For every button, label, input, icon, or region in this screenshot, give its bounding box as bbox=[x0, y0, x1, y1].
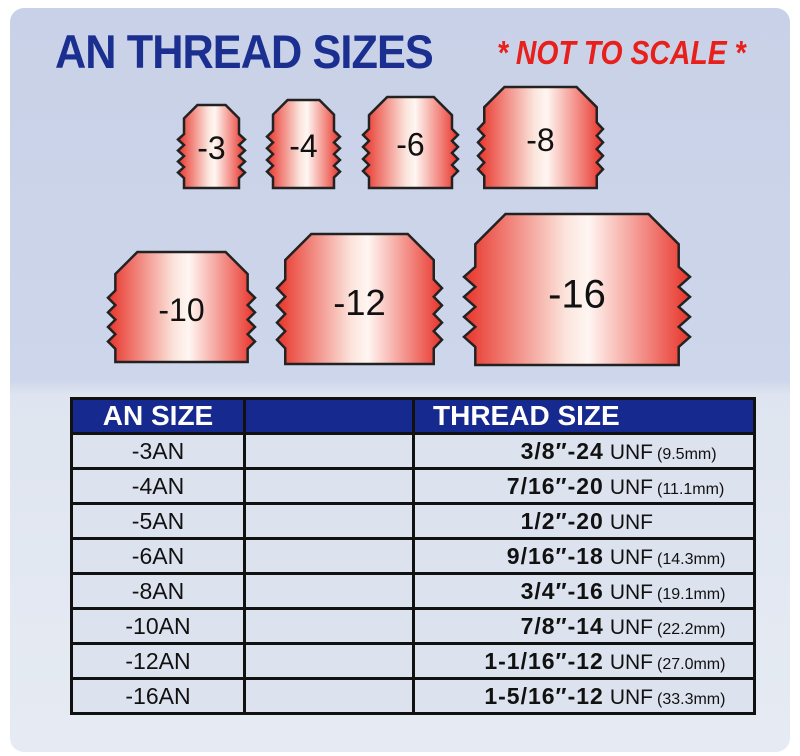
thread-standard: UNF bbox=[609, 510, 653, 534]
metric-size: (14.3mm) bbox=[657, 550, 726, 568]
fitting-dash16: -16 bbox=[462, 212, 692, 367]
fitting-shape bbox=[462, 212, 692, 367]
thread-spec: 3/8″-24 bbox=[520, 437, 604, 464]
blank-cell bbox=[243, 642, 415, 680]
thread-spec: 1-5/16″-12 bbox=[484, 682, 604, 709]
header-blank bbox=[243, 397, 415, 435]
blank-cell bbox=[243, 502, 415, 540]
thread-standard: UNF bbox=[609, 475, 653, 499]
table-row: -6AN 9/16″-18 UNF (14.3mm) bbox=[70, 537, 756, 575]
thread-size-cell: 9/16″-18 UNF (14.3mm) bbox=[412, 537, 756, 575]
table-row: -16AN 1-5/16″-12 UNF (33.3mm) bbox=[70, 677, 756, 715]
an-size-cell: -16AN bbox=[70, 677, 246, 715]
an-size-cell: -12AN bbox=[70, 642, 246, 680]
thread-spec: 9/16″-18 bbox=[506, 542, 604, 569]
thread-spec: 7/8″-14 bbox=[520, 612, 604, 639]
thread-spec: 7/16″-20 bbox=[506, 472, 604, 499]
an-size-cell: -10AN bbox=[70, 607, 246, 645]
fitting-label: -12 bbox=[333, 282, 386, 323]
fitting-shape bbox=[476, 85, 605, 190]
thread-spec: 3/4″-16 bbox=[520, 577, 604, 604]
an-size-cell: -8AN bbox=[70, 572, 246, 610]
table-header-row: AN SIZE THREAD SIZE bbox=[70, 397, 756, 435]
thread-standard: UNF bbox=[609, 685, 653, 709]
fitting-label: -10 bbox=[158, 292, 204, 328]
fitting-label: -8 bbox=[526, 122, 554, 158]
metric-size: (22.2mm) bbox=[657, 620, 726, 638]
an-size-cell: -6AN bbox=[70, 537, 246, 575]
table-row: -4AN 7/16″-20 UNF (11.1mm) bbox=[70, 467, 756, 505]
thread-standard: UNF bbox=[609, 650, 653, 674]
thread-spec: 1/2″-20 bbox=[520, 507, 604, 534]
fitting-shape bbox=[176, 103, 247, 190]
thread-spec: 1-1/16″-12 bbox=[484, 647, 604, 674]
thread-size-cell: 3/8″-24 UNF (9.5mm) bbox=[412, 432, 756, 470]
fitting-dash12: -12 bbox=[275, 232, 444, 366]
fitting-shape bbox=[265, 98, 342, 190]
metric-size: (9.5mm) bbox=[657, 445, 717, 463]
blank-cell bbox=[243, 607, 415, 645]
thread-size-cell: 7/16″-20 UNF (11.1mm) bbox=[412, 467, 756, 505]
thread-standard: UNF bbox=[609, 440, 653, 464]
fitting-dash3: -3 bbox=[176, 103, 247, 190]
blank-cell bbox=[243, 572, 415, 610]
thread-standard: UNF bbox=[609, 580, 653, 604]
fitting-diagrams: -3 -4 -6 -8 -10 -12 -16 bbox=[106, 85, 692, 367]
fitting-label: -3 bbox=[197, 130, 225, 166]
fitting-dash6: -6 bbox=[361, 95, 460, 190]
fitting-label: -6 bbox=[396, 127, 424, 163]
an-size-cell: -4AN bbox=[70, 467, 246, 505]
thread-size-cell: 3/4″-16 UNF (19.1mm) bbox=[412, 572, 756, 610]
fitting-dash4: -4 bbox=[265, 98, 342, 190]
table-row: -12AN 1-1/16″-12 UNF (27.0mm) bbox=[70, 642, 756, 680]
thread-size-cell: 1-1/16″-12 UNF (27.0mm) bbox=[412, 642, 756, 680]
thread-standard: UNF bbox=[609, 615, 653, 639]
thread-size-cell: 7/8″-14 UNF (22.2mm) bbox=[412, 607, 756, 645]
table-row: -10AN 7/8″-14 UNF (22.2mm) bbox=[70, 607, 756, 645]
header-an-size: AN SIZE bbox=[70, 397, 246, 435]
blank-cell bbox=[243, 537, 415, 575]
blank-cell bbox=[243, 467, 415, 505]
an-size-cell: -5AN bbox=[70, 502, 246, 540]
metric-size: (11.1mm) bbox=[657, 480, 725, 498]
thread-size-table: AN SIZE THREAD SIZE -3AN 3/8″-24 UNF (9.5m… bbox=[70, 397, 756, 715]
thread-size-cell: 1-5/16″-12 UNF (33.3mm) bbox=[412, 677, 756, 715]
table-row: -8AN 3/4″-16 UNF (19.1mm) bbox=[70, 572, 756, 610]
table-row: -5AN 1/2″-20 UNF bbox=[70, 502, 756, 540]
metric-size: (33.3mm) bbox=[657, 690, 726, 708]
not-to-scale-note: * NOT TO SCALE * bbox=[497, 34, 746, 71]
fitting-shape bbox=[361, 95, 460, 190]
header-thread-size: THREAD SIZE bbox=[412, 397, 756, 435]
fitting-dash8: -8 bbox=[476, 85, 605, 190]
blank-cell bbox=[243, 432, 415, 470]
fitting-dash10: -10 bbox=[106, 250, 257, 364]
table-row: -3AN 3/8″-24 UNF (9.5mm) bbox=[70, 432, 756, 470]
metric-size: (19.1mm) bbox=[657, 585, 726, 603]
thread-size-cell: 1/2″-20 UNF bbox=[412, 502, 756, 540]
fitting-shape bbox=[106, 250, 257, 364]
metric-size: (27.0mm) bbox=[657, 655, 726, 673]
thread-standard: UNF bbox=[609, 545, 653, 569]
fitting-label: -4 bbox=[289, 128, 317, 164]
fitting-shape bbox=[275, 232, 444, 366]
fitting-label: -16 bbox=[548, 273, 606, 317]
an-size-cell: -3AN bbox=[70, 432, 246, 470]
page-title: AN THREAD SIZES bbox=[55, 25, 434, 78]
blank-cell bbox=[243, 677, 415, 715]
